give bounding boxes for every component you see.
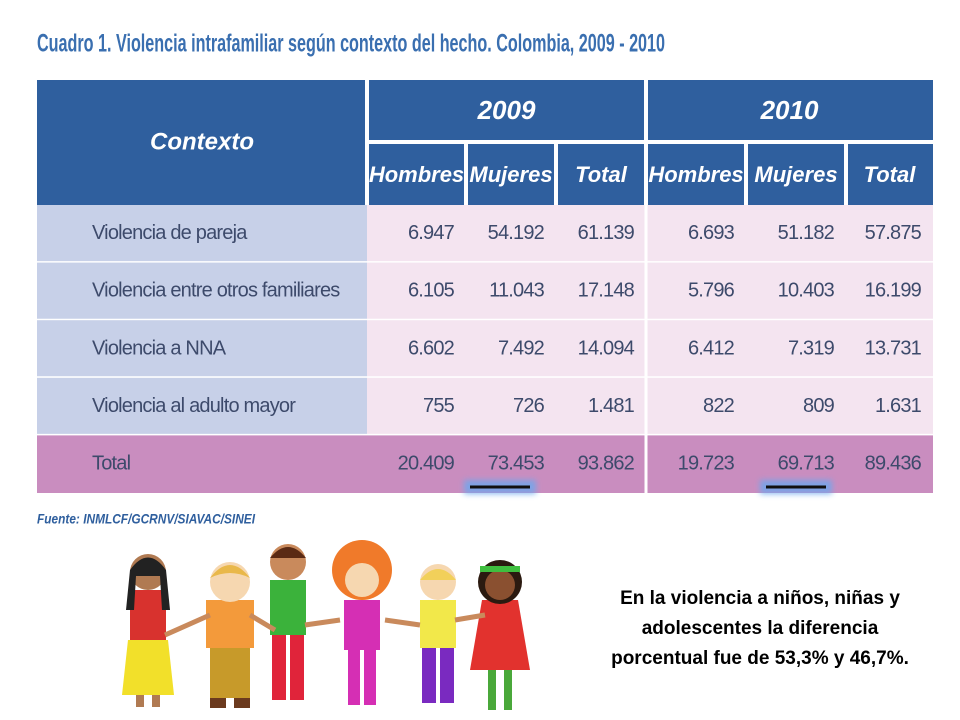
cell-value: 822 <box>703 395 735 417</box>
source: Fuente: INMLCF/GCRNV/SIAVAC/SINEI <box>37 511 256 527</box>
cell-value: 13.731 <box>865 337 922 359</box>
row-label-cell <box>37 435 367 493</box>
cell-value: 89.436 <box>865 452 922 474</box>
cell-value: 69.713 <box>778 452 835 474</box>
cell-value: 5.796 <box>688 280 735 302</box>
cell-value: 20.409 <box>398 452 455 474</box>
cell-value: 73.453 <box>488 452 545 474</box>
children-clipart <box>122 540 530 710</box>
column-header: Mujeres <box>469 162 552 187</box>
row-label-cell <box>37 377 367 436</box>
cell-value: 57.875 <box>865 222 922 244</box>
row-data-cell <box>367 262 933 321</box>
caption: En la violencia a niños, niñas y adolesc… <box>560 584 960 674</box>
column-header: Total <box>864 162 917 187</box>
caption-line: porcentual fue de 53,3% y 46,7%. <box>611 648 909 669</box>
row-label: Violencia entre otros familiares <box>92 280 340 302</box>
cell-value: 6.105 <box>408 280 455 302</box>
cell-value: 17.148 <box>578 280 635 302</box>
cell-value: 6.412 <box>688 337 735 359</box>
header-year: 2009 <box>477 95 536 125</box>
header-year: 2010 <box>760 95 819 125</box>
row-label: Violencia al adulto mayor <box>92 395 296 417</box>
cell-value: 6.602 <box>408 337 455 359</box>
cell-value: 755 <box>423 395 455 417</box>
row-data-cell <box>367 320 933 378</box>
cell-value: 7.492 <box>498 337 545 359</box>
cell-value: 1.481 <box>588 395 635 417</box>
cell-value: 14.094 <box>578 337 635 359</box>
cell-value: 6.693 <box>688 222 735 244</box>
cell-value: 1.631 <box>875 395 922 417</box>
row-data-cell <box>367 205 933 263</box>
cell-value: 7.319 <box>788 337 835 359</box>
cell-value: 93.862 <box>578 452 635 474</box>
column-header: Hombres <box>648 162 743 187</box>
cell-value: 19.723 <box>678 452 735 474</box>
column-header: Total <box>575 162 628 187</box>
row-label-cell <box>37 205 367 263</box>
row-label: Violencia de pareja <box>92 222 248 244</box>
cell-value: 726 <box>513 395 545 417</box>
cell-value: 61.139 <box>578 222 635 244</box>
row-label: Total <box>92 452 131 474</box>
cell-value: 51.182 <box>778 222 835 244</box>
cell-value: 11.043 <box>489 280 545 302</box>
cell-value: 16.199 <box>865 280 922 302</box>
row-label-cell <box>37 320 367 378</box>
cell-value: 6.947 <box>408 222 455 244</box>
row-label-cell <box>37 262 367 321</box>
row-data-cell <box>367 435 933 493</box>
caption-line: adolescentes la diferencia <box>641 618 879 639</box>
header-context: Contexto <box>150 128 254 155</box>
row-label: Violencia a NNA <box>92 337 227 359</box>
cell-value: 54.192 <box>488 222 545 244</box>
cell-value: 10.403 <box>778 280 835 302</box>
row-data-cell <box>367 377 933 436</box>
column-header: Hombres <box>369 162 464 187</box>
caption-line: En la violencia a niños, niñas y <box>620 588 900 609</box>
title: Cuadro 1. Violencia intrafamiliar según … <box>37 30 665 58</box>
cell-value: 809 <box>803 395 835 417</box>
column-header: Mujeres <box>754 162 837 187</box>
